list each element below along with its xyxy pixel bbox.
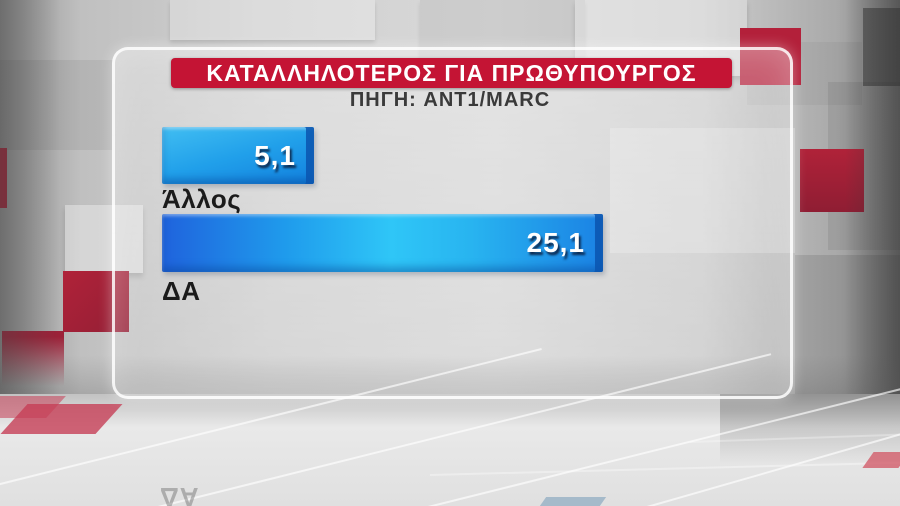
bar-da: 25,1 [162, 214, 603, 272]
red-accent-square [63, 271, 129, 332]
red-accent-square [0, 148, 7, 208]
wall-shade-left [0, 0, 60, 400]
wall-tile [170, 0, 375, 40]
floor-shadow-right [720, 394, 900, 464]
bar-value: 25,1 [526, 227, 585, 258]
wall-tile [65, 205, 143, 273]
chart-title: ΚΑΤΑΛΛΗΛΟΤΕΡΟΣ ΓΙΑ ΠΡΩΘΥΠΟΥΡΓΟΣ [206, 59, 697, 86]
bar-label-da: ΔΑ [162, 276, 201, 306]
source-text: ΠΗΓΗ: ANT1/MARC [349, 89, 551, 111]
wall-shade-right [845, 0, 900, 400]
bar-allos: 5,1 [162, 127, 314, 184]
studio-floor [0, 394, 900, 506]
red-accent-square [2, 331, 64, 389]
wall-shade-bottom [0, 355, 900, 400]
bar-value: 5,1 [254, 139, 296, 171]
floor-blue-tile [539, 497, 607, 506]
bar-label-allos: Άλλος [162, 184, 242, 214]
title-banner: ΚΑΤΑΛΛΗΛΟΤΕΡΟΣ ΓΙΑ ΠΡΩΘΥΠΟΥΡΓΟΣ [171, 58, 732, 88]
wall-tile [610, 128, 795, 253]
wall-tile [0, 60, 115, 150]
label-reflection: ΔΑ [160, 482, 200, 506]
